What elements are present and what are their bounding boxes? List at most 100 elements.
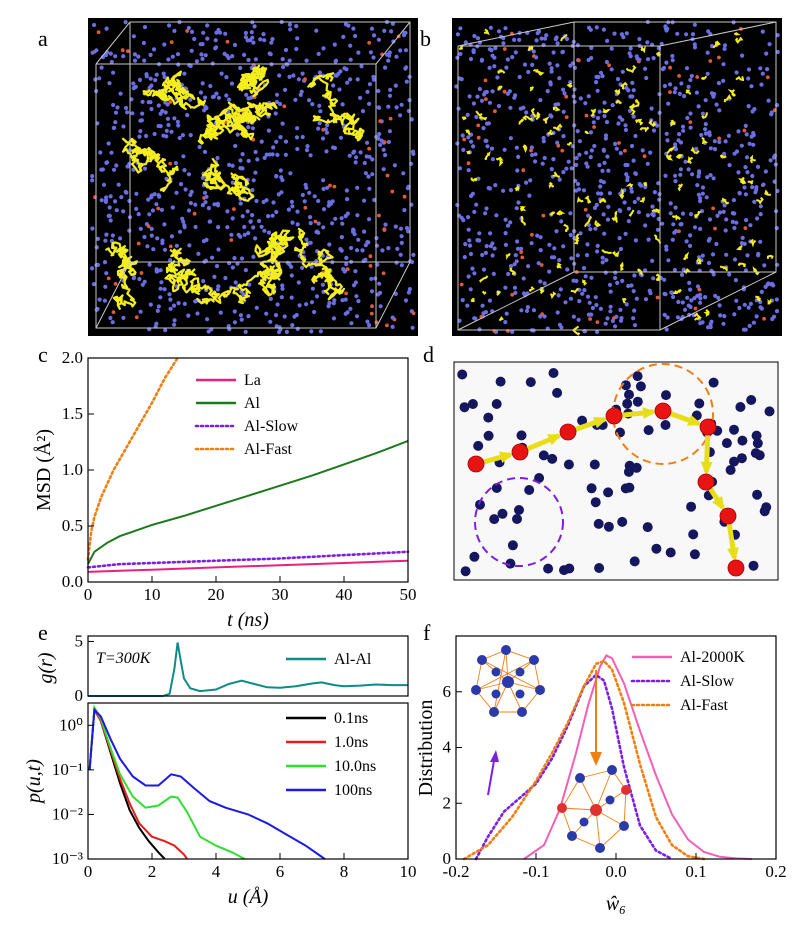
atom <box>411 252 416 257</box>
atom <box>724 252 729 257</box>
atom <box>455 32 460 37</box>
atom <box>200 81 205 86</box>
atom <box>162 247 168 252</box>
atom <box>678 167 684 172</box>
atom <box>643 297 649 302</box>
atom <box>742 302 747 307</box>
atom <box>386 58 391 63</box>
atom <box>238 201 243 206</box>
atom <box>225 39 230 44</box>
atom <box>750 185 755 190</box>
slow-region-circle <box>474 477 564 567</box>
atom <box>618 151 623 156</box>
atom <box>376 292 381 297</box>
atom <box>592 125 596 129</box>
atom <box>564 166 569 171</box>
atom <box>689 298 694 303</box>
atom <box>283 47 289 53</box>
atom <box>204 237 209 242</box>
atom <box>555 310 560 315</box>
simulation-box-edges <box>95 21 411 329</box>
atom <box>317 103 322 108</box>
series-line-al-2000k <box>523 654 753 860</box>
atom <box>149 106 154 112</box>
series-line-al-slow <box>86 550 410 569</box>
atom <box>596 74 601 80</box>
atom <box>377 281 382 286</box>
atom <box>643 425 654 436</box>
trajectory <box>628 103 635 109</box>
atom <box>363 243 368 248</box>
atom <box>303 205 308 210</box>
trajectory <box>703 308 710 317</box>
atom <box>608 304 613 309</box>
atom <box>296 280 301 285</box>
atom <box>146 197 151 202</box>
trajectory <box>556 209 563 216</box>
atom <box>123 189 128 194</box>
atom <box>134 191 139 196</box>
atom <box>467 243 473 248</box>
atom <box>321 46 326 51</box>
atom <box>269 40 274 45</box>
atom <box>344 255 349 260</box>
atom <box>365 319 370 324</box>
atom <box>755 164 761 169</box>
atom <box>359 64 364 69</box>
atom <box>594 25 599 30</box>
atom <box>648 150 653 155</box>
atom <box>203 95 208 100</box>
atom <box>489 48 494 53</box>
atom <box>560 50 565 55</box>
atom <box>247 282 252 287</box>
atom <box>623 148 627 153</box>
atom <box>235 261 240 266</box>
atom <box>216 247 221 252</box>
atom <box>383 153 388 158</box>
atom <box>104 26 109 31</box>
atom <box>302 199 307 204</box>
trajectory <box>767 298 772 305</box>
atom <box>563 300 568 305</box>
atom <box>598 184 603 189</box>
trajectory <box>625 182 634 188</box>
atom <box>705 175 710 180</box>
atom <box>189 189 194 194</box>
atom <box>367 146 371 151</box>
atom <box>637 37 642 42</box>
atom <box>620 278 625 283</box>
atom <box>288 27 293 32</box>
atom <box>774 297 779 302</box>
atom <box>770 316 775 322</box>
atom <box>673 205 678 210</box>
atom <box>688 125 693 130</box>
atom <box>584 150 589 155</box>
atom <box>168 297 173 302</box>
atom <box>102 260 108 265</box>
atom <box>631 289 636 294</box>
atom <box>742 185 747 190</box>
atom <box>501 188 506 193</box>
atom <box>309 329 314 334</box>
atom <box>262 228 267 233</box>
atom <box>192 36 197 42</box>
atom <box>493 183 498 188</box>
atom <box>688 111 693 116</box>
x-axis-label: t (ns) <box>227 609 269 631</box>
atom <box>239 256 245 261</box>
panel-letter-c: c <box>38 342 48 367</box>
atom <box>172 322 177 327</box>
atom <box>576 317 581 322</box>
hopping-atom <box>559 423 577 441</box>
atom <box>159 207 164 212</box>
atom <box>631 158 636 163</box>
atom <box>769 282 774 287</box>
atom <box>521 276 526 281</box>
atom <box>354 248 360 253</box>
atom <box>717 210 723 215</box>
atom <box>743 268 749 273</box>
atom <box>165 116 170 121</box>
atom <box>583 207 588 212</box>
atom <box>585 294 591 299</box>
